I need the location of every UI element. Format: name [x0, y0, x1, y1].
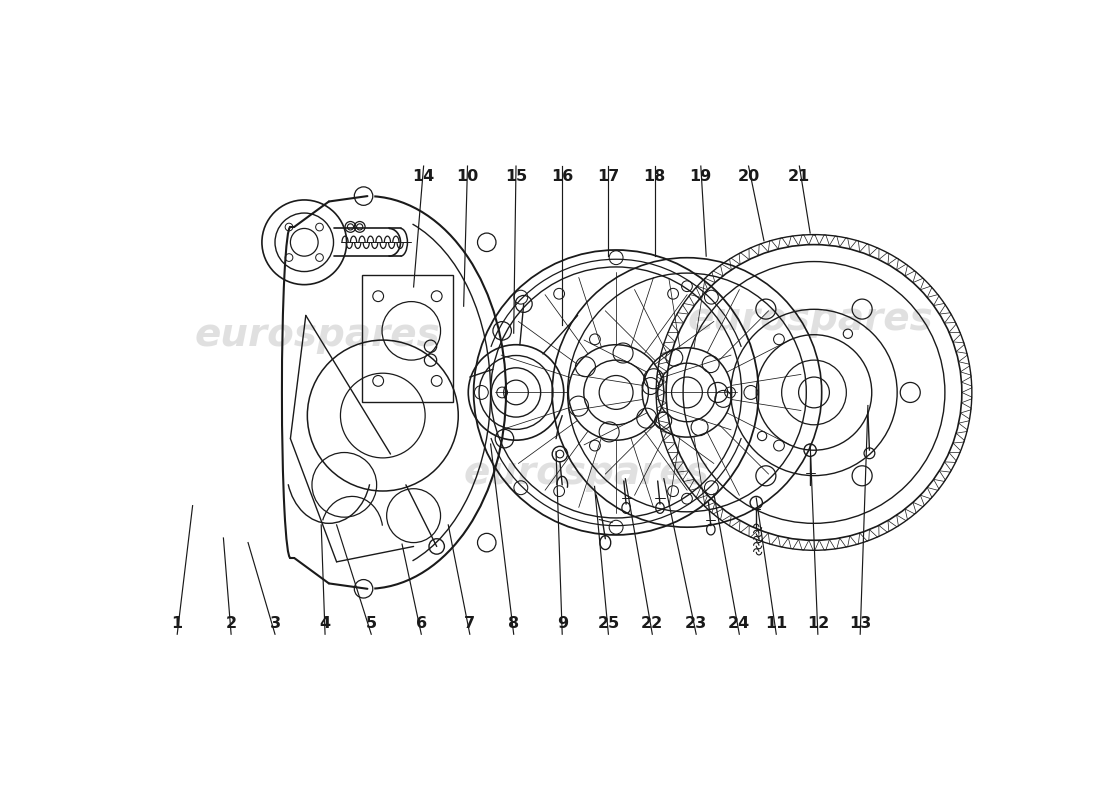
Text: 21: 21	[789, 170, 811, 184]
Text: 15: 15	[505, 170, 527, 184]
Bar	[362, 275, 453, 402]
Text: 24: 24	[728, 616, 750, 631]
Text: 8: 8	[508, 616, 519, 631]
Text: 16: 16	[551, 170, 573, 184]
Text: 19: 19	[690, 170, 712, 184]
Text: 9: 9	[557, 616, 568, 631]
Text: 1: 1	[172, 616, 183, 631]
Text: eurospares: eurospares	[195, 316, 440, 354]
Text: 14: 14	[412, 170, 434, 184]
Text: 3: 3	[270, 616, 280, 631]
Text: 13: 13	[849, 616, 871, 631]
Text: 23: 23	[685, 616, 707, 631]
Text: 20: 20	[737, 170, 760, 184]
Text: eurospares: eurospares	[688, 300, 933, 338]
Text: 5: 5	[365, 616, 377, 631]
Text: 7: 7	[464, 616, 475, 631]
Text: eurospares: eurospares	[464, 454, 710, 492]
Text: 11: 11	[766, 616, 788, 631]
Text: 12: 12	[806, 616, 829, 631]
Text: 22: 22	[641, 616, 663, 631]
Text: 18: 18	[644, 170, 666, 184]
Text: 6: 6	[416, 616, 427, 631]
Text: 10: 10	[456, 170, 478, 184]
Text: 17: 17	[597, 170, 619, 184]
Text: 2: 2	[226, 616, 236, 631]
Text: 25: 25	[597, 616, 619, 631]
Text: 4: 4	[319, 616, 331, 631]
